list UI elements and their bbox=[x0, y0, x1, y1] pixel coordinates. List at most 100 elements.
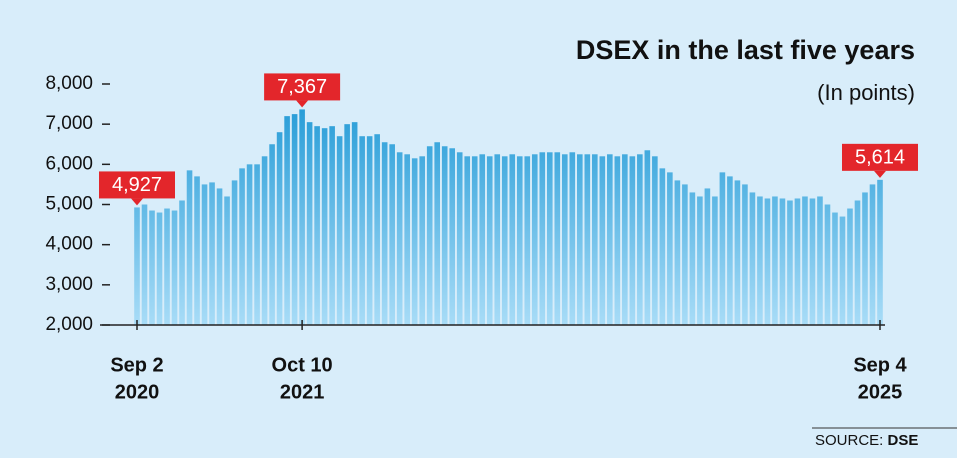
chart-subtitle: (In points) bbox=[817, 80, 915, 105]
value-label: 7,367 bbox=[277, 76, 327, 98]
bar bbox=[336, 136, 343, 325]
bar bbox=[411, 158, 418, 325]
bar bbox=[486, 156, 493, 325]
y-tick-label: 2,000 bbox=[45, 314, 93, 335]
bar bbox=[351, 122, 358, 326]
x-tick-label: 2021 bbox=[280, 381, 325, 403]
bar bbox=[516, 156, 523, 325]
bar bbox=[824, 204, 831, 325]
bar bbox=[569, 152, 576, 325]
x-tick-label: Sep 2 bbox=[110, 354, 163, 376]
value-label-pointer bbox=[874, 170, 886, 178]
bar bbox=[817, 196, 823, 325]
bar bbox=[171, 210, 178, 325]
bar bbox=[404, 154, 410, 325]
source-name: DSE bbox=[888, 432, 919, 449]
bar bbox=[254, 164, 260, 325]
bar bbox=[854, 200, 861, 325]
bar bbox=[682, 184, 688, 325]
bar bbox=[194, 176, 200, 325]
bar bbox=[164, 208, 170, 325]
source: SOURCE: DSE bbox=[815, 432, 918, 449]
bar bbox=[434, 142, 441, 325]
bar bbox=[629, 156, 636, 325]
bar bbox=[389, 144, 395, 325]
bar bbox=[261, 156, 268, 325]
bar bbox=[134, 207, 140, 325]
bar bbox=[531, 154, 538, 325]
source-label: SOURCE: bbox=[815, 432, 883, 449]
y-tick-label: 7,000 bbox=[45, 113, 93, 134]
bar bbox=[637, 154, 643, 325]
bar bbox=[727, 176, 733, 325]
bar bbox=[839, 216, 846, 325]
bar bbox=[719, 172, 726, 325]
bar bbox=[344, 124, 350, 326]
bar bbox=[381, 142, 388, 325]
bar bbox=[239, 168, 245, 325]
bar bbox=[659, 168, 666, 325]
value-label-pointer bbox=[296, 100, 309, 108]
bar bbox=[141, 204, 148, 325]
bar bbox=[314, 126, 320, 325]
bar bbox=[809, 198, 816, 325]
bar bbox=[509, 154, 516, 325]
bar bbox=[742, 184, 748, 325]
bar bbox=[764, 198, 771, 325]
bar bbox=[862, 192, 868, 325]
bar bbox=[697, 196, 703, 325]
bar bbox=[179, 200, 185, 325]
bar bbox=[674, 180, 681, 325]
x-tick-label: Oct 10 bbox=[272, 354, 333, 376]
value-label-box bbox=[264, 73, 341, 101]
value-label-box bbox=[99, 171, 175, 199]
bar bbox=[614, 156, 621, 325]
bar bbox=[787, 200, 793, 325]
bar bbox=[592, 154, 598, 325]
x-tick-label: 2020 bbox=[115, 381, 160, 403]
bar bbox=[546, 152, 553, 325]
bar bbox=[471, 156, 478, 325]
bar bbox=[734, 180, 741, 325]
x-tick-label: 2025 bbox=[858, 381, 903, 403]
bar bbox=[291, 114, 298, 325]
bar bbox=[149, 210, 155, 325]
x-tick-label: Sep 4 bbox=[853, 354, 907, 376]
bar bbox=[847, 208, 853, 325]
bar bbox=[284, 116, 290, 325]
bar bbox=[712, 196, 718, 325]
bar bbox=[877, 179, 883, 325]
bar bbox=[749, 192, 756, 325]
value-label-pointer bbox=[131, 198, 143, 206]
bar bbox=[576, 154, 583, 325]
bar bbox=[231, 180, 238, 325]
bar bbox=[156, 212, 163, 325]
bar bbox=[216, 188, 223, 325]
bar bbox=[366, 136, 373, 325]
bar bbox=[456, 152, 463, 325]
bar bbox=[554, 152, 561, 325]
bar bbox=[441, 146, 448, 325]
bar bbox=[501, 156, 508, 325]
bar bbox=[584, 154, 591, 325]
bar bbox=[524, 156, 531, 325]
bar bbox=[359, 136, 365, 325]
value-label: 4,927 bbox=[112, 174, 162, 196]
bar bbox=[772, 196, 778, 325]
bar bbox=[464, 156, 471, 325]
bar bbox=[426, 146, 433, 325]
bar bbox=[644, 150, 651, 325]
bar bbox=[329, 126, 335, 325]
bar bbox=[479, 154, 486, 325]
bar bbox=[599, 156, 606, 325]
bar bbox=[306, 122, 313, 326]
bar bbox=[269, 144, 275, 325]
bar bbox=[832, 212, 838, 325]
bar bbox=[396, 152, 403, 325]
bar bbox=[652, 156, 658, 325]
bar bbox=[419, 156, 425, 325]
chart-title: DSEX in the last five years bbox=[576, 35, 915, 65]
bar bbox=[704, 188, 711, 325]
bar bbox=[689, 192, 696, 325]
